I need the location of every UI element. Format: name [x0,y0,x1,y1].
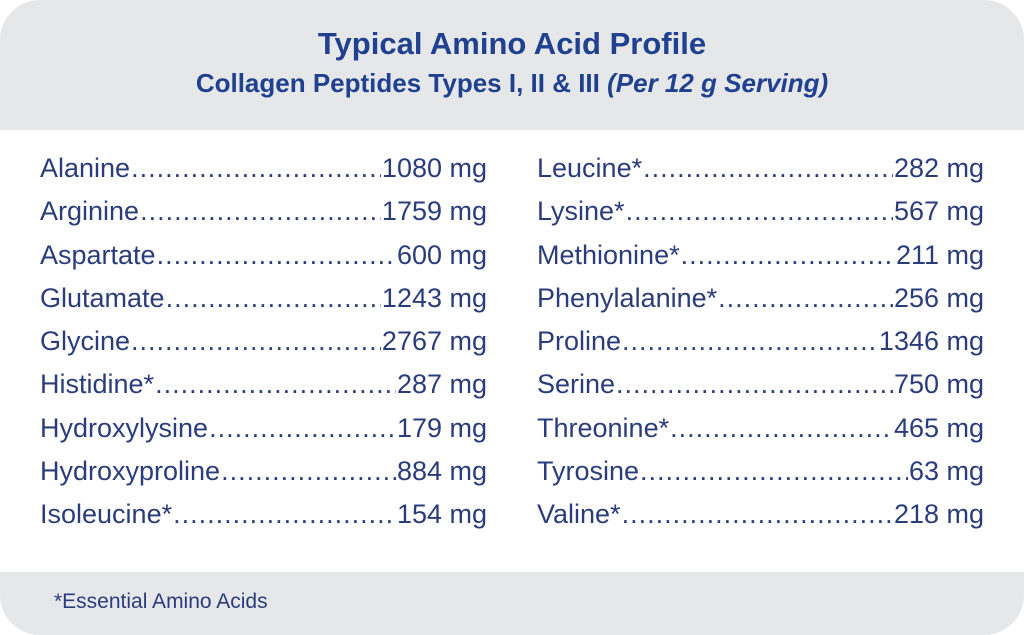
dot-leader [626,196,893,227]
amino-acid-row: Phenylalanine* 256 mg [537,283,984,326]
amino-acid-row: Threonine* 465 mg [537,413,984,456]
subtitle: Collagen Peptides Types I, II & III (Per… [0,68,1024,99]
amino-acid-row: Arginine 1759 mg [40,196,487,239]
amino-acid-row: Glutamate 1243 mg [40,283,487,326]
amino-acid-amount: 567 mg [893,196,984,227]
header-band: Typical Amino Acid Profile Collagen Pept… [0,0,1024,130]
amino-acid-amount: 1080 mg [381,153,487,183]
amino-acid-name: Valine* [537,499,621,530]
amino-acid-amount: 600 mg [396,239,487,270]
amino-acid-name: Threonine* [537,412,670,443]
amino-acid-amount: 63 mg [908,456,984,487]
amino-acid-amount: 256 mg [893,282,984,313]
amino-acid-name: Proline [537,326,622,357]
amino-acid-amount: 1759 mg [381,196,487,227]
dot-leader [131,326,381,357]
amino-acid-name: Serine [537,369,616,400]
amino-acid-name: Methionine* [537,239,680,270]
amino-acid-amount: 179 mg [396,412,487,443]
footnote: *Essential Amino Acids [54,590,268,613]
dot-leader [157,240,396,271]
amino-acid-amount: 1346 mg [878,326,984,357]
serving-size: (Per 12 g Serving) [607,68,829,98]
dot-leader [140,196,381,227]
amino-acid-amount: 282 mg [893,153,984,183]
amino-acid-row: Leucine* 282 mg [537,153,984,196]
dot-leader [155,369,396,400]
dot-leader [209,413,396,444]
amino-acid-name: Glutamate [40,282,165,313]
title: Typical Amino Acid Profile [317,26,707,61]
amino-acid-name: Lysine* [537,196,625,227]
amino-acid-name: Histidine* [40,369,155,400]
amino-acid-row: Aspartate 600 mg [40,240,487,283]
dot-leader [681,240,895,271]
amino-acid-name: Glycine [40,326,131,357]
amino-acid-name: Isoleucine* [40,499,173,530]
amino-acid-amount: 218 mg [893,499,984,530]
amino-acid-amount: 2767 mg [381,326,487,357]
dot-leader [616,369,893,400]
amino-acid-row: Hydroxylysine 179 mg [40,413,487,456]
dot-leader [622,326,878,357]
amino-acid-amount: 287 mg [396,369,487,400]
amino-acid-amount: 211 mg [895,239,984,270]
amino-acid-amount: 154 mg [396,499,487,530]
dot-leader [643,153,893,184]
dot-leader [718,283,893,314]
amino-acid-row: Methionine* 211 mg [537,240,984,283]
amino-acid-row: Histidine* 287 mg [40,369,487,412]
dot-leader [640,456,908,487]
amino-acid-amount: 750 mg [893,369,984,400]
right-column: Leucine* 282 mg Lysine* 567 mg Methionine* 21… [537,153,984,543]
amino-acid-row: Valine* 218 mg [537,499,984,542]
amino-acid-amount: 1243 mg [381,282,487,313]
amino-acid-name: Hydroxylysine [40,412,209,443]
amino-acid-row: Proline 1346 mg [537,326,984,369]
dot-leader [131,153,381,184]
dot-leader [221,456,396,487]
dot-leader [166,283,381,314]
amino-acid-row: Lysine* 567 mg [537,196,984,239]
amino-acid-name: Phenylalanine* [537,282,718,313]
amino-acid-name: Tyrosine [537,456,640,487]
amino-acid-name: Arginine [40,196,140,227]
amino-acid-row: Alanine 1080 mg [40,153,487,196]
amino-acid-name: Aspartate [40,239,156,270]
dot-leader [173,499,396,530]
subtitle-text: Collagen Peptides Types I, II & III [195,68,600,98]
amino-acid-row: Glycine 2767 mg [40,326,487,369]
amino-acid-amount: 465 mg [893,412,984,443]
amino-acid-row: Hydroxyproline 884 mg [40,456,487,499]
footer-band: *Essential Amino Acids [0,572,1024,635]
amino-acid-name: Leucine* [537,153,643,183]
amino-acid-amount: 884 mg [396,456,487,487]
amino-acid-name: Hydroxyproline [40,456,221,487]
dot-leader [670,413,893,444]
amino-acid-name: Alanine [40,153,131,183]
left-column: Alanine 1080 mg Arginine 1759 mg Aspartate 60… [40,153,487,543]
amino-acid-row: Isoleucine* 154 mg [40,499,487,542]
amino-acid-row: Tyrosine 63 mg [537,456,984,499]
amino-acid-row: Serine 750 mg [537,369,984,412]
dot-leader [622,499,893,530]
